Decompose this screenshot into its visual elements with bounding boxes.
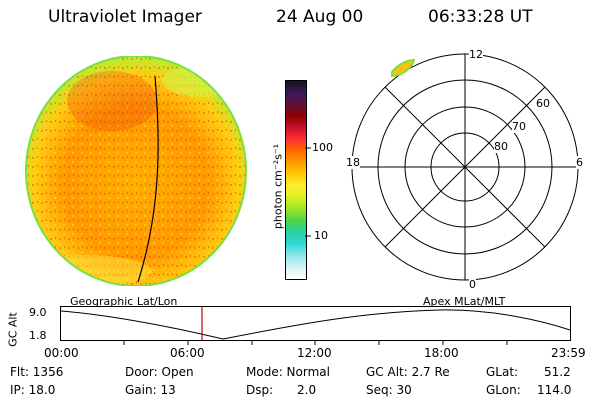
mlt-label-12: 12: [469, 48, 483, 61]
x-tick-1200: 12:00: [297, 346, 332, 360]
y-tick-1-8: 1.8: [29, 329, 47, 342]
dsp-value: 2.0: [297, 383, 317, 397]
colorbar-unit-label: photon cm⁻²s⁻¹: [271, 143, 285, 230]
timeline-frame: [60, 306, 571, 341]
geographic-label: Geographic Lat/Lon: [70, 295, 178, 308]
seq-value: Seq: 30: [366, 383, 412, 397]
gain-value: Gain: 13: [125, 383, 176, 397]
time-label: 06:33:28 UT: [428, 7, 533, 27]
gc-alt-value: GC Alt: 2.7 Re: [366, 365, 450, 379]
flight-number: Flt: 1356: [10, 365, 64, 379]
glon-label: GLon:: [486, 383, 521, 397]
color-scale-bar: [285, 80, 307, 280]
polar-aurora-patch: [391, 58, 416, 78]
lat-label-70: 70: [512, 120, 526, 133]
x-tick-1800: 18:00: [424, 346, 459, 360]
lat-label-80: 80: [494, 140, 508, 153]
x-tick-2359: 23:59: [551, 346, 586, 360]
glat-value: 51.2: [544, 365, 571, 379]
mlt-label-0: 0: [469, 278, 476, 291]
instrument-title: Ultraviolet Imager: [48, 7, 202, 27]
apex-label: Apex MLat/MLT: [423, 295, 506, 308]
glat-label: GLat:: [486, 365, 519, 379]
colorbar-ticks: [305, 147, 311, 237]
terminator-line: [137, 75, 159, 283]
mode-value: Mode: Normal: [246, 365, 330, 379]
polar-plot: [351, 53, 579, 281]
dsp-label: Dsp:: [246, 383, 274, 397]
colorbar-tick-100: 100: [312, 141, 333, 154]
x-tick-0600: 06:00: [170, 346, 205, 360]
polar-diagonal-2: [384, 86, 546, 248]
date-label: 24 Aug 00: [276, 7, 364, 27]
lat-label-60: 60: [536, 97, 550, 110]
auroral-image: [25, 56, 247, 286]
door-status: Door: Open: [125, 365, 194, 379]
y-tick-9: 9.0: [29, 306, 47, 319]
glon-value: 114.0: [537, 383, 572, 397]
mlt-label-6: 6: [576, 156, 583, 169]
mlt-label-18: 18: [346, 156, 360, 169]
ip-value: IP: 18.0: [10, 383, 56, 397]
colorbar-tick-10: 10: [314, 229, 328, 242]
x-tick-0000: 00:00: [44, 346, 79, 360]
gc-alt-axis-title: GC Alt: [6, 312, 20, 347]
altitude-timeline-plot: [60, 306, 571, 345]
altitude-curve: [60, 309, 571, 340]
